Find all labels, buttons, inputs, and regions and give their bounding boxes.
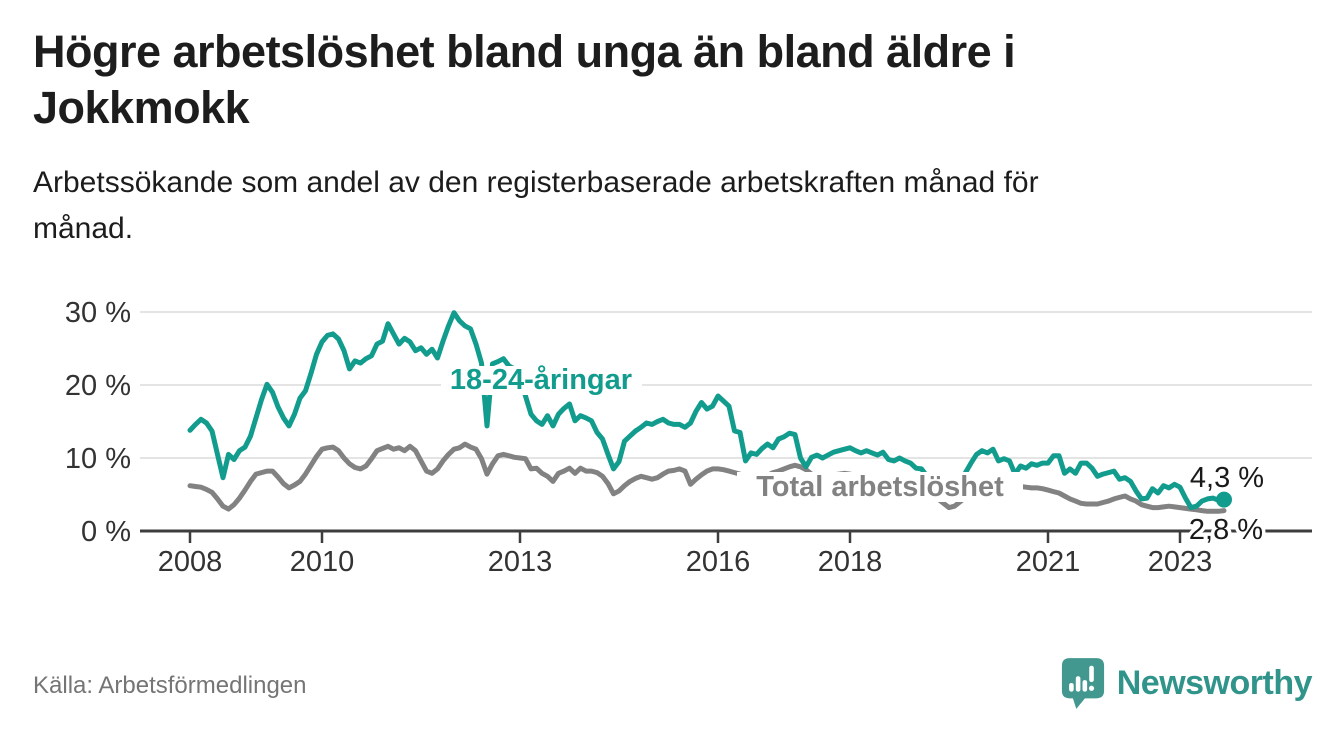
x-axis-label: 2013: [488, 546, 553, 578]
x-axis-label: 2018: [818, 546, 883, 578]
x-axis-label: 2008: [158, 546, 223, 578]
newsworthy-logo: Newsworthy: [1060, 656, 1313, 710]
x-axis-label: 2021: [1016, 546, 1081, 578]
series-labels: 18-24-åringar Total arbetslöshet: [441, 361, 1023, 506]
end-value-annotations: 4,3 % 2,8 %: [1185, 459, 1267, 550]
bar-icon-1: [1068, 683, 1074, 692]
y-axis-label: 30 %: [65, 297, 131, 329]
series-lines: [187, 310, 1227, 514]
chart-subtitle: Arbetssökande som andel av den registerb…: [33, 166, 1039, 245]
source-note: Källa: Arbetsförmedlingen: [33, 672, 307, 699]
series-label-box: [737, 472, 1023, 502]
bar-icon-3: [1082, 680, 1087, 692]
y-axis-label: 10 %: [65, 443, 131, 475]
series-label-box: [441, 366, 642, 395]
y-axis-label: 0 %: [81, 516, 131, 548]
y-axis-labels: 0 % 10 % 20 % 30 %: [65, 297, 131, 548]
series-label-18-24-åringar: 18-24-åringar: [450, 364, 632, 396]
gridlines: [140, 311, 1312, 459]
exclamation-icon-dot: [1088, 685, 1094, 691]
end-value-label-18-24-åringar: 4,3 %: [1190, 462, 1264, 494]
end-value-label-Total arbetslöshet: 2,8 %: [1189, 514, 1263, 546]
series-label-Total arbetslöshet: Total arbetslöshet: [756, 471, 1004, 503]
x-axis-label: 2023: [1148, 546, 1213, 578]
y-axis-label: 20 %: [65, 370, 131, 402]
newsworthy-logo-icon: [1061, 658, 1104, 709]
newsworthy-logo-text: Newsworthy: [1116, 663, 1313, 702]
series-line-Total arbetslöshet: [187, 441, 1227, 514]
x-axis-label: 2016: [686, 546, 751, 578]
x-axis-label: 2010: [290, 546, 355, 578]
bar-icon-2: [1075, 676, 1081, 692]
series-end-dot: [1216, 491, 1232, 508]
x-axis: 2008 2010 2013 2016 2018 2021 2023: [140, 529, 1312, 578]
page-title: Högre arbetslöshet bland unga än bland ä…: [33, 26, 1016, 133]
series-line-18-24-åringar: [187, 310, 1227, 511]
exclamation-icon-bar: [1088, 665, 1094, 683]
